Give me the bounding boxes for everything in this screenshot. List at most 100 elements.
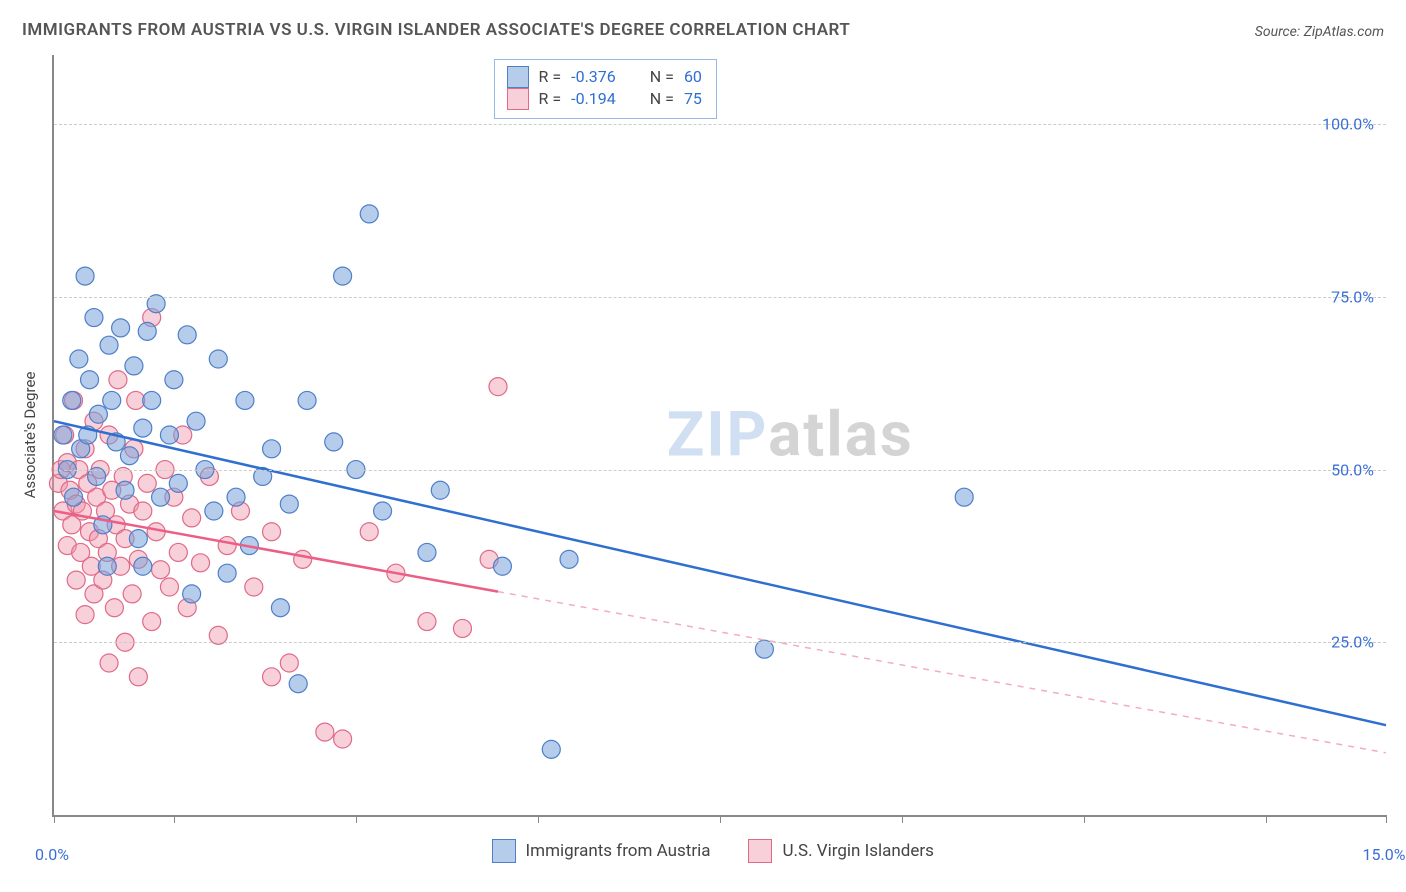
data-point <box>263 668 281 686</box>
y-tick-label: 100.0% <box>1322 115 1374 134</box>
data-point <box>294 550 312 568</box>
data-point <box>169 474 187 492</box>
data-point <box>125 357 143 375</box>
legend-swatch <box>507 88 529 110</box>
data-point <box>116 481 134 499</box>
data-point <box>418 613 436 631</box>
data-point <box>98 557 116 575</box>
data-point <box>143 613 161 631</box>
data-point <box>134 419 152 437</box>
data-point <box>178 326 196 344</box>
legend-series-name: Immigrants from Austria <box>526 841 711 861</box>
legend-swatch <box>492 839 516 863</box>
legend-r-label: R = <box>539 66 562 88</box>
data-point <box>183 585 201 603</box>
source-attribution: Source: ZipAtlas.com <box>1255 24 1384 40</box>
data-point <box>112 319 130 337</box>
x-tick <box>538 815 539 823</box>
x-tick-label: 15.0% <box>1363 845 1406 864</box>
data-point <box>192 554 210 572</box>
legend-bottom: Immigrants from Austria U.S. Virgin Islan… <box>492 839 962 863</box>
x-tick <box>1386 815 1387 823</box>
data-point <box>169 543 187 561</box>
data-point <box>453 619 471 637</box>
data-point <box>560 550 578 568</box>
data-point <box>334 267 352 285</box>
x-tick <box>1266 815 1267 823</box>
y-tick-label: 25.0% <box>1331 633 1374 652</box>
x-tick <box>902 815 903 823</box>
data-point <box>542 740 560 758</box>
data-point <box>120 447 138 465</box>
data-point <box>489 378 507 396</box>
data-point <box>89 405 107 423</box>
legend-swatch <box>748 839 772 863</box>
data-point <box>152 561 170 579</box>
data-point <box>218 564 236 582</box>
data-point <box>218 537 236 555</box>
x-tick <box>174 815 175 823</box>
data-point <box>209 350 227 368</box>
data-point <box>152 488 170 506</box>
data-point <box>271 599 289 617</box>
data-point <box>129 668 147 686</box>
data-point <box>54 426 72 444</box>
data-point <box>76 606 94 624</box>
legend-swatch <box>507 66 529 88</box>
plot-svg <box>54 55 1386 815</box>
data-point <box>70 350 88 368</box>
data-point <box>325 433 343 451</box>
x-tick <box>54 815 55 823</box>
source-value: ZipAtlas.com <box>1304 24 1384 40</box>
data-point <box>493 557 511 575</box>
data-point <box>134 557 152 575</box>
legend-series-name: U.S. Virgin Islanders <box>782 841 933 861</box>
x-tick-label: 0.0% <box>35 845 69 864</box>
data-point <box>76 267 94 285</box>
data-point <box>105 599 123 617</box>
legend-r-value: -0.194 <box>571 88 616 110</box>
chart-title: IMMIGRANTS FROM AUSTRIA VS U.S. VIRGIN I… <box>22 20 850 40</box>
data-point <box>67 571 85 589</box>
x-tick <box>1084 815 1085 823</box>
data-point <box>85 309 103 327</box>
data-point <box>955 488 973 506</box>
data-point <box>236 391 254 409</box>
data-point <box>183 509 201 527</box>
legend-stat-row: R =-0.376N =60 <box>507 66 702 88</box>
data-point <box>334 730 352 748</box>
scatter-plot: ZIPatlas R =-0.376N =60R =-0.194N =75 25… <box>52 55 1386 817</box>
data-point <box>187 412 205 430</box>
data-point <box>100 654 118 672</box>
source-label: Source: <box>1255 24 1300 40</box>
data-point <box>129 530 147 548</box>
data-point <box>160 578 178 596</box>
data-point <box>227 488 245 506</box>
data-point <box>418 543 436 561</box>
data-point <box>138 322 156 340</box>
legend-stats: R =-0.376N =60R =-0.194N =75 <box>494 59 717 119</box>
data-point <box>360 523 378 541</box>
data-point <box>374 502 392 520</box>
legend-r-label: R = <box>539 88 562 110</box>
data-point <box>280 495 298 513</box>
data-point <box>160 426 178 444</box>
gridline <box>54 470 1386 471</box>
data-point <box>123 585 141 603</box>
data-point <box>165 371 183 389</box>
legend-r-value: -0.376 <box>571 66 616 88</box>
data-point <box>109 371 127 389</box>
y-axis-title: Associate's Degree <box>21 372 39 499</box>
data-point <box>127 391 145 409</box>
legend-n-label: N = <box>650 66 674 88</box>
data-point <box>63 391 81 409</box>
trend-line <box>54 421 1386 725</box>
gridline <box>54 642 1386 643</box>
data-point <box>81 371 99 389</box>
data-point <box>65 488 83 506</box>
data-point <box>298 391 316 409</box>
y-tick-label: 50.0% <box>1331 460 1374 479</box>
y-tick-label: 75.0% <box>1331 287 1374 306</box>
data-point <box>263 440 281 458</box>
data-point <box>289 675 307 693</box>
